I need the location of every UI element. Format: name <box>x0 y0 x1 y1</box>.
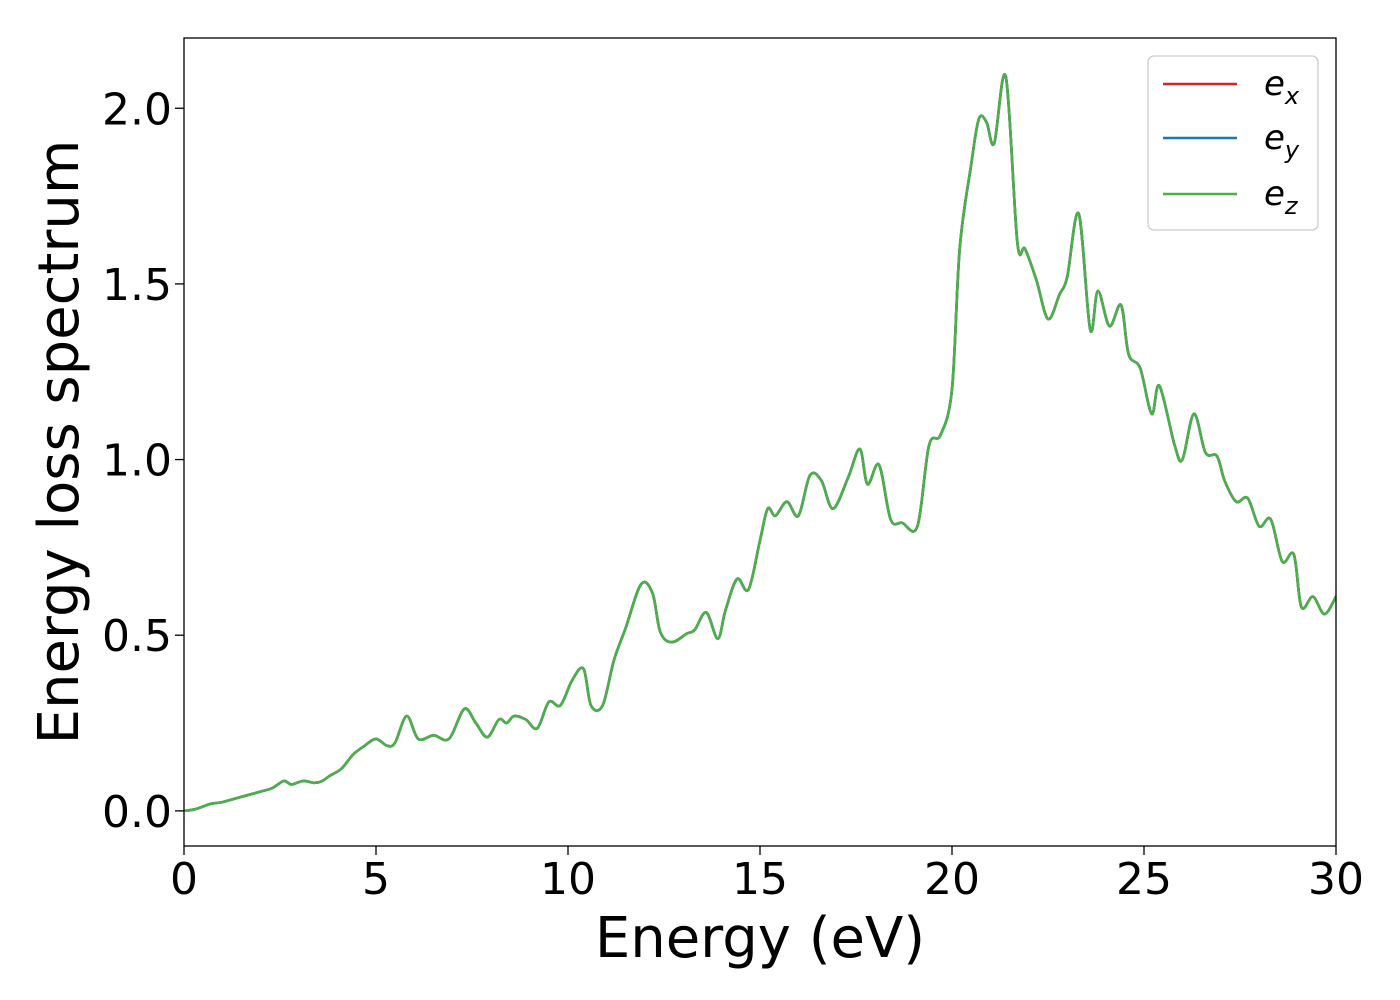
y-tick-label: 2.0 <box>102 84 172 135</box>
legend-subscript: z <box>1284 192 1299 220</box>
y-tick-label: 0.0 <box>102 787 172 838</box>
series-layer <box>184 72 1336 813</box>
x-tick-label: 15 <box>732 854 788 905</box>
x-tick-label: 5 <box>362 854 390 905</box>
x-tick-label: 25 <box>1116 854 1172 905</box>
x-tick-label: 20 <box>924 854 980 905</box>
x-tick-label: 0 <box>170 854 198 905</box>
x-tick-label: 10 <box>540 854 596 905</box>
legend-label-ey: ey <box>1264 118 1300 164</box>
legend-label-ex: ex <box>1264 64 1300 110</box>
y-tick-label: 1.0 <box>102 436 172 487</box>
y-axis-ticks: 0.0 0.5 1.0 1.5 2.0 <box>102 84 184 838</box>
legend-subscript: y <box>1284 136 1300 164</box>
y-tick-label: 0.5 <box>102 611 172 662</box>
x-axis-title: Energy (eV) <box>595 906 925 971</box>
legend-box <box>1147 55 1319 231</box>
y-tick-label: 1.5 <box>102 260 172 311</box>
x-tick-label: 30 <box>1308 854 1364 905</box>
series-line-ez <box>184 72 1336 813</box>
legend-subscript: x <box>1284 82 1300 110</box>
x-axis-ticks: 0 5 10 15 20 25 30 <box>170 846 1364 905</box>
y-axis-title: Energy loss spectrum <box>27 140 92 745</box>
